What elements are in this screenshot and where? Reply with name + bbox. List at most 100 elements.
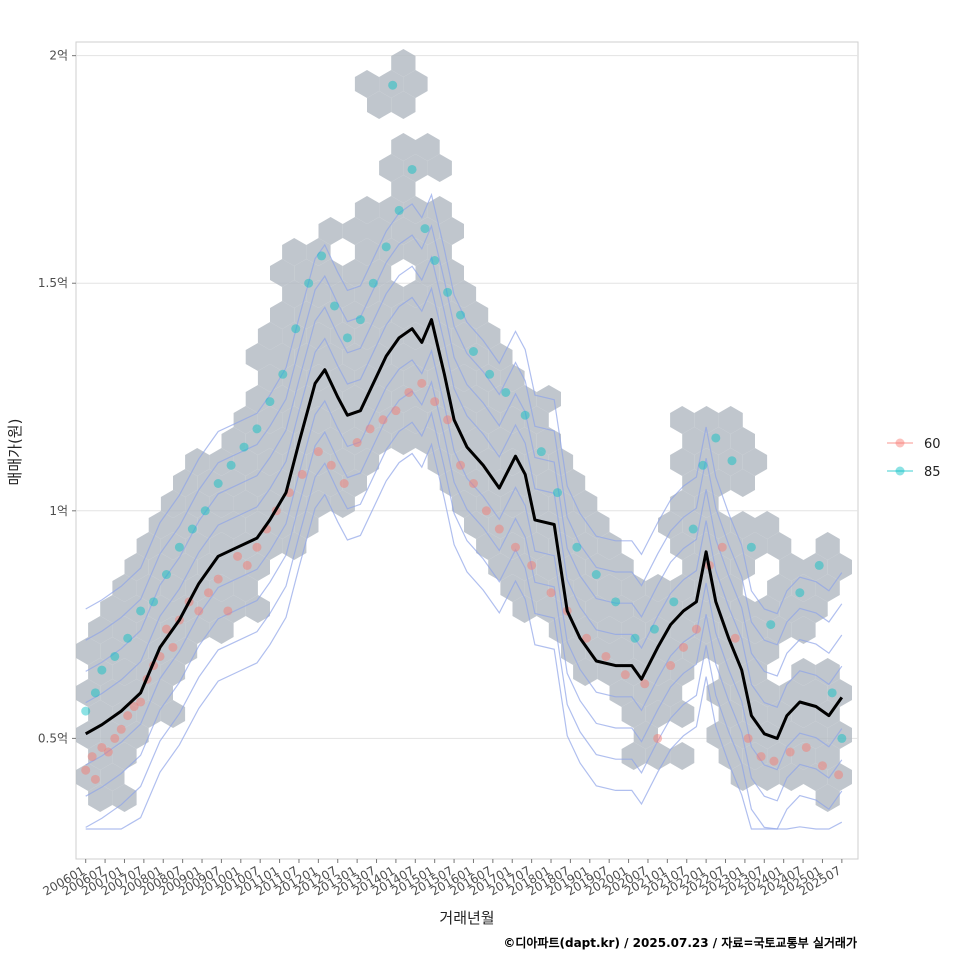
hexbin-cell (500, 532, 525, 560)
point-60 (730, 633, 740, 643)
hexbin-cell (112, 616, 137, 644)
point-60 (242, 560, 252, 570)
hexbin-cell (173, 469, 198, 497)
hexbin-cell (476, 448, 501, 476)
point-85 (213, 478, 223, 488)
point-60 (666, 661, 676, 671)
hexbin-cell (670, 406, 695, 434)
hexbin-cell (621, 616, 646, 644)
point-85 (611, 597, 621, 607)
point-85 (81, 706, 91, 716)
hexbin-cell (173, 637, 198, 665)
hexbin-cell (379, 196, 404, 224)
hexbin-cell (160, 700, 186, 728)
point-60 (365, 424, 375, 434)
hexbin-cell (464, 343, 489, 371)
hexbin-cell (403, 364, 428, 392)
hexbin-cell (512, 469, 537, 497)
hexbin-cell (136, 532, 161, 560)
density-contour (85, 442, 843, 830)
hexbin-cell (706, 427, 731, 455)
point-60 (326, 460, 336, 470)
hexbin-cell (379, 154, 404, 182)
hexbin-cell (367, 385, 392, 413)
hexbin-layer (76, 49, 852, 812)
hexbin-cell (257, 448, 283, 476)
point-60 (717, 542, 727, 552)
hexbin-cell (185, 490, 210, 518)
hexbin-cell (694, 616, 719, 644)
point-85 (252, 424, 262, 434)
hexbin-cell (791, 616, 816, 644)
hexbin-cell (585, 511, 610, 539)
hexbin-cell (403, 154, 428, 182)
point-85 (443, 287, 453, 297)
hexbin-cell (124, 721, 149, 749)
hexbin-cell (718, 406, 743, 434)
point-85 (669, 597, 679, 607)
point-60 (97, 742, 107, 752)
point-85 (149, 597, 159, 607)
hexbin-cell (88, 616, 113, 644)
hexbin-cell (403, 280, 428, 308)
hexbin-cell (282, 280, 307, 308)
hexbin-cell (76, 679, 101, 707)
hexbin-cell (367, 427, 392, 455)
hexbin-cell (670, 490, 695, 518)
point-85 (688, 524, 698, 534)
point-85 (485, 369, 495, 379)
point-60 (116, 724, 126, 734)
point-60 (679, 642, 689, 652)
hexbin-cell (633, 721, 658, 749)
hexbin-cell (160, 574, 186, 602)
hexbin-cell (633, 679, 658, 707)
density-contour (85, 192, 843, 615)
hexbin-cell (367, 217, 392, 245)
point-60 (194, 606, 204, 616)
hexbin-cell (573, 658, 598, 686)
hexbin-cell (609, 637, 634, 665)
hexbin-cell (561, 469, 586, 497)
density-contour (85, 348, 843, 771)
point-85 (552, 488, 562, 498)
hexbin-cell (658, 679, 683, 707)
hexbin-cell (427, 154, 452, 182)
legend: 60 85 (887, 437, 941, 480)
hexbin-cell (233, 406, 258, 434)
point-85 (239, 442, 249, 452)
hexbin-cell (670, 574, 695, 602)
point-60 (640, 679, 650, 689)
legend-key-point (895, 466, 905, 476)
hexbin-cell (294, 469, 319, 497)
hexbin-cell (621, 742, 646, 770)
hexbin-cell (294, 301, 319, 329)
hexbin-cell (282, 490, 307, 518)
hexbin-cell (803, 553, 828, 581)
hexbin-cell (609, 553, 634, 581)
hexbin-cell (597, 532, 622, 560)
hexbin-cell (464, 469, 489, 497)
hexbin-cell (827, 679, 852, 707)
point-60 (430, 397, 440, 407)
hexbin-cell (367, 343, 392, 371)
point-60 (87, 752, 97, 762)
hexbin-cell (718, 448, 743, 476)
hexbin-cell (694, 406, 719, 434)
hexbin-cell (658, 595, 683, 623)
hexbin-cell (245, 343, 270, 371)
point-85 (536, 447, 546, 457)
hexbin-cell (767, 742, 792, 770)
density-contour-layer (85, 192, 843, 830)
point-60 (494, 524, 504, 534)
hexbin-cell (706, 553, 731, 581)
hexbin-cell (730, 427, 755, 455)
point-85 (572, 542, 582, 552)
point-85 (766, 620, 776, 630)
y-axis-title: 매매가(원) (6, 419, 24, 486)
hexbin-cell (209, 448, 234, 476)
hexbin-cell (318, 469, 343, 497)
hexbin-cell (354, 280, 380, 308)
hexbin-cell (330, 364, 355, 392)
hexbin-cell (779, 763, 804, 791)
hexbin-cell (245, 385, 270, 413)
